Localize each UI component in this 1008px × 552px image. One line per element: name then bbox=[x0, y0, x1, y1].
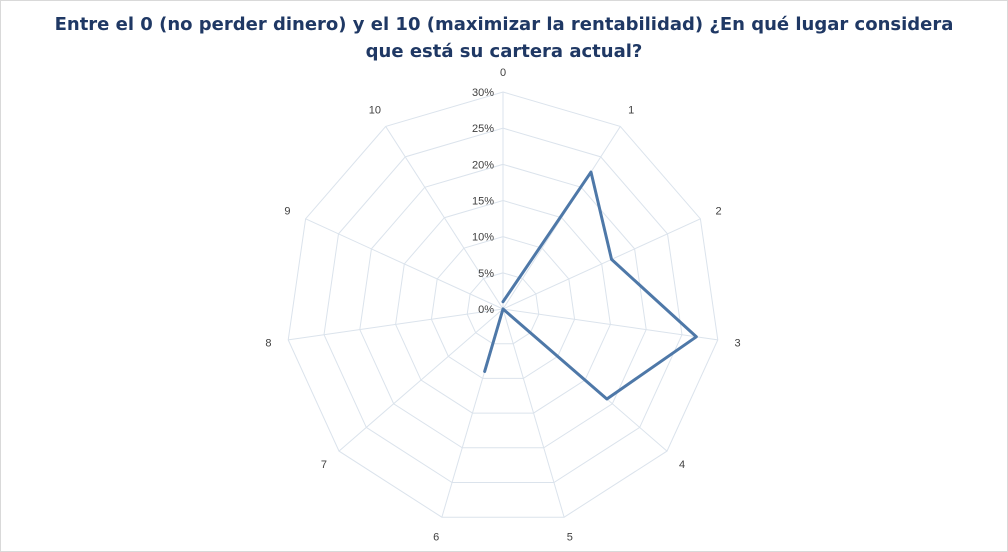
tick-label: 30% bbox=[472, 87, 494, 99]
category-label: 4 bbox=[679, 459, 685, 471]
grid-ring bbox=[287, 91, 719, 518]
category-label: 5 bbox=[567, 531, 573, 543]
tick-label: 5% bbox=[478, 268, 494, 280]
chart-title: Entre el 0 (no perder dinero) y el 10 (m… bbox=[1, 11, 1007, 65]
data-point bbox=[501, 307, 505, 311]
series-layer bbox=[483, 170, 698, 401]
data-point bbox=[695, 335, 698, 338]
grid-spoke bbox=[502, 218, 701, 310]
data-point bbox=[483, 370, 486, 373]
data-point bbox=[589, 170, 593, 174]
grid-ring bbox=[430, 236, 576, 379]
category-label: 2 bbox=[716, 206, 722, 218]
grid-ring bbox=[359, 163, 647, 449]
tick-label: 15% bbox=[472, 196, 494, 208]
grid-ring bbox=[466, 272, 540, 345]
tick-label: 25% bbox=[472, 123, 494, 135]
grid-spoke bbox=[288, 308, 504, 341]
category-label: 6 bbox=[433, 531, 439, 543]
grid-spoke bbox=[385, 126, 504, 310]
category-labels: 0 1 2 3 4 5 6 7 8 9 10 bbox=[265, 67, 740, 543]
chart-title-line-1: Entre el 0 (no perder dinero) y el 10 (m… bbox=[54, 14, 954, 35]
data-point bbox=[610, 258, 613, 261]
data-point bbox=[501, 300, 505, 303]
grid-ring bbox=[395, 199, 611, 414]
grid-spoke bbox=[502, 308, 565, 518]
series-line bbox=[483, 170, 698, 401]
chart-title-line-2: que está su cartera actual? bbox=[365, 41, 643, 62]
category-label: 1 bbox=[628, 105, 634, 117]
category-label: 0 bbox=[500, 67, 506, 79]
category-label: 7 bbox=[321, 459, 327, 471]
data-point bbox=[605, 397, 609, 401]
tick-label: 20% bbox=[472, 159, 494, 171]
category-label: 8 bbox=[265, 338, 271, 350]
grid-spoke bbox=[502, 308, 718, 341]
category-label: 3 bbox=[735, 338, 741, 350]
category-label: 9 bbox=[284, 206, 290, 218]
grid-ring bbox=[323, 127, 683, 484]
tick-label: 10% bbox=[472, 232, 494, 244]
radar-grid bbox=[287, 91, 719, 518]
category-label: 10 bbox=[369, 105, 381, 117]
radial-axis-ticks: 0% 5% 10% 15% 20% 25% 30% bbox=[472, 87, 494, 316]
grid-spoke bbox=[338, 308, 504, 452]
grid-spoke bbox=[305, 218, 504, 310]
tick-label: 0% bbox=[478, 304, 494, 316]
